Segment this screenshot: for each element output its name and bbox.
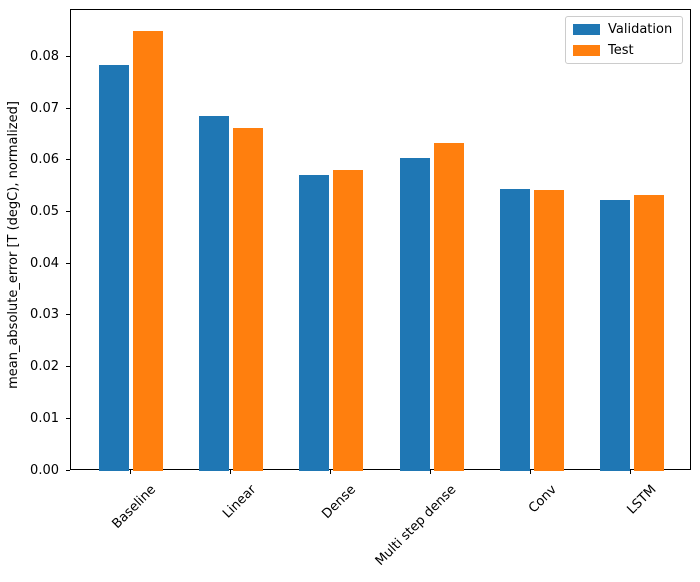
legend-swatch-validation bbox=[573, 24, 600, 35]
bar-validation-baseline bbox=[99, 65, 130, 471]
y-tick-mark bbox=[66, 262, 70, 264]
bar-test-dense bbox=[333, 169, 364, 471]
bar-validation-conv bbox=[499, 189, 530, 471]
y-tick-mark bbox=[66, 159, 70, 161]
x-tick-mark bbox=[129, 470, 131, 474]
bar-test-conv bbox=[533, 190, 564, 471]
y-tick-label: 0.03 bbox=[30, 307, 59, 323]
bar-validation-linear bbox=[199, 116, 230, 471]
y-tick-mark bbox=[66, 417, 70, 419]
x-tick-mark bbox=[530, 470, 532, 474]
x-tick-label-conv: Conv bbox=[525, 482, 560, 517]
y-tick-mark bbox=[66, 314, 70, 316]
y-tick-label: 0.04 bbox=[30, 255, 59, 271]
y-tick-mark bbox=[66, 56, 70, 58]
x-tick-mark bbox=[229, 470, 231, 474]
legend-swatch-test bbox=[573, 45, 600, 56]
y-tick-mark bbox=[66, 211, 70, 213]
y-tick-label: 0.01 bbox=[30, 410, 59, 426]
bar-test-lstm bbox=[633, 195, 664, 471]
bar-test-baseline bbox=[133, 30, 164, 471]
bar-test-multi-step-dense bbox=[433, 143, 464, 471]
legend-label-validation: Validation bbox=[608, 22, 673, 37]
bar-test-linear bbox=[233, 128, 264, 471]
y-tick-label: 0.08 bbox=[30, 49, 59, 65]
x-tick-label-lstm: LSTM bbox=[624, 482, 660, 518]
x-tick-mark bbox=[430, 470, 432, 474]
legend-entry-validation: Validation bbox=[573, 22, 674, 37]
plot-area bbox=[70, 9, 691, 471]
legend-entry-test: Test bbox=[573, 43, 674, 58]
y-tick-mark bbox=[66, 469, 70, 471]
bar-validation-lstm bbox=[599, 200, 630, 471]
legend: Validation Test bbox=[565, 16, 683, 64]
bar-validation-multi-step-dense bbox=[399, 157, 430, 471]
y-tick-mark bbox=[66, 107, 70, 109]
x-tick-label-baseline: Baseline bbox=[109, 482, 160, 532]
y-tick-label: 0.05 bbox=[30, 204, 59, 220]
x-tick-label-linear: Linear bbox=[219, 482, 260, 522]
x-tick-label-dense: Dense bbox=[319, 482, 360, 522]
y-tick-label: 0.06 bbox=[30, 152, 59, 168]
y-tick-label: 0.00 bbox=[30, 462, 59, 478]
x-tick-mark bbox=[329, 470, 331, 474]
y-tick-label: 0.07 bbox=[30, 100, 59, 116]
y-axis-label: mean_absolute_error [T (degC), normalize… bbox=[6, 101, 21, 389]
x-tick-mark bbox=[630, 470, 632, 474]
bar-validation-dense bbox=[299, 175, 330, 471]
x-tick-label-multi-step-dense: Multi step dense bbox=[372, 482, 460, 569]
y-tick-mark bbox=[66, 366, 70, 368]
legend-label-test: Test bbox=[608, 43, 634, 58]
y-tick-label: 0.02 bbox=[30, 359, 59, 375]
